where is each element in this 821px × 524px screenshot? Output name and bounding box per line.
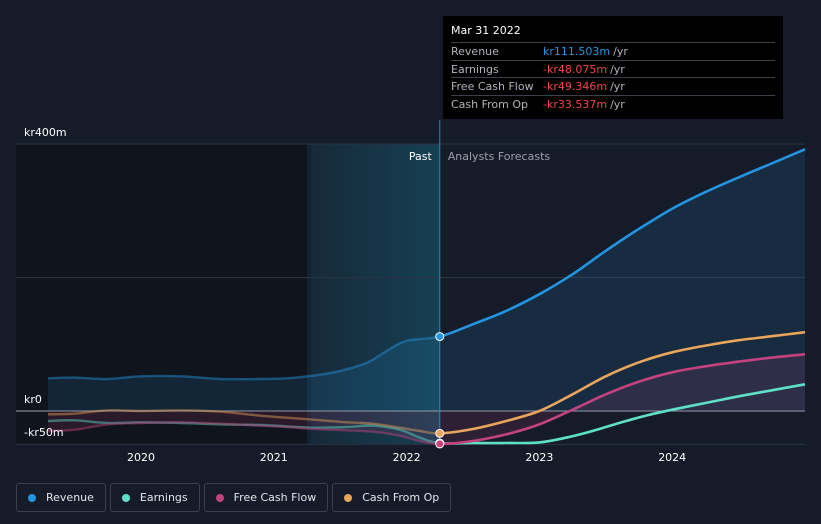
tooltip-unit: /yr [610,62,625,76]
legend-label: Cash From Op [362,491,440,504]
legend-item-earnings[interactable]: Earnings [109,483,200,512]
tooltip-unit: /yr [613,45,628,58]
tooltip-value: kr111.503m [543,45,611,58]
past-dark-background [16,144,311,444]
line-chart: kr400m kr0 -kr50m Past Analysts Forecast… [16,120,806,464]
tooltip-value: -kr48.075m [543,62,608,76]
free-cash-flow-area [48,354,805,444]
earnings-dot-icon [121,493,130,502]
past-label: Past [409,150,433,163]
tooltip-row-earnings: Earnings -kr48.075m /yr [451,59,775,78]
tooltip-row-free-cash-flow: Free Cash Flow -kr49.346m /yr [451,77,775,95]
free-cash-flow-line-forecast [443,353,806,446]
earnings-line-past [47,419,443,445]
x-tick-label: 2024 [658,451,686,464]
cash-from-op-marker [435,428,445,438]
tooltip: Mar 31 2022 Revenue kr111.503m /yr Earni… [443,16,783,119]
tooltip-label: Cash From Op [451,97,529,111]
tooltip-row-cash-from-op: Cash From Op -kr33.537m /yr [451,94,775,113]
tooltip-unit: /yr [610,97,625,111]
series-lines [47,148,806,446]
cash-from-op-dot-icon [344,493,353,502]
legend-label: Free Cash Flow [233,491,317,504]
x-tick-label: 2023 [525,451,553,464]
x-tick-label: 2021 [260,451,288,464]
series-markers [435,332,445,449]
free-cash-flow-line-past [47,421,443,446]
revenue-area [48,149,805,412]
free-cash-flow-dot-icon [215,493,224,502]
tooltip-label: Free Cash Flow [451,80,534,93]
tooltip-row-revenue: Revenue kr111.503m /yr [451,42,775,60]
x-tick-label: 2020 [127,451,155,464]
tooltip-unit: /yr [610,80,625,93]
gridlines [16,143,805,445]
forecast-label: Analysts Forecasts [448,150,551,163]
legend: Revenue Earnings Free Cash Flow Cash Fro… [16,483,452,513]
legend-item-revenue[interactable]: Revenue [16,483,106,512]
series-fills [48,149,805,444]
revenue-marker [435,332,445,342]
revenue-line-forecast [443,148,806,338]
y-axis-label-zero: kr0 [24,393,42,406]
legend-item-free-cash-flow[interactable]: Free Cash Flow [203,483,329,512]
legend-label: Earnings [139,491,188,504]
earnings-line-forecast [443,383,806,445]
legend-item-cash-from-op[interactable]: Cash From Op [332,483,452,512]
x-tick-label: 2022 [393,451,421,464]
tooltip-value: -kr49.346m [543,80,608,93]
revenue-line-past [47,334,443,381]
x-axis-ticks: 2020 2021 2022 2023 2024 [127,451,686,464]
legend-label: Revenue [46,491,94,504]
free-cash-flow-marker [435,439,445,449]
revenue-dot-icon [28,493,36,502]
tooltip-date: Mar 31 2022 [451,24,521,37]
cash-from-op-line-forecast [443,330,806,435]
y-axis-label-top: kr400m [24,126,67,139]
cash-from-op-line-past [47,409,443,435]
tooltip-label: Revenue [451,45,499,58]
tooltip-value: -kr33.537m [543,97,608,111]
tooltip-label: Earnings [451,62,499,76]
y-axis-label-bottom: -kr50m [24,426,64,439]
past-highlight-band [306,144,440,444]
